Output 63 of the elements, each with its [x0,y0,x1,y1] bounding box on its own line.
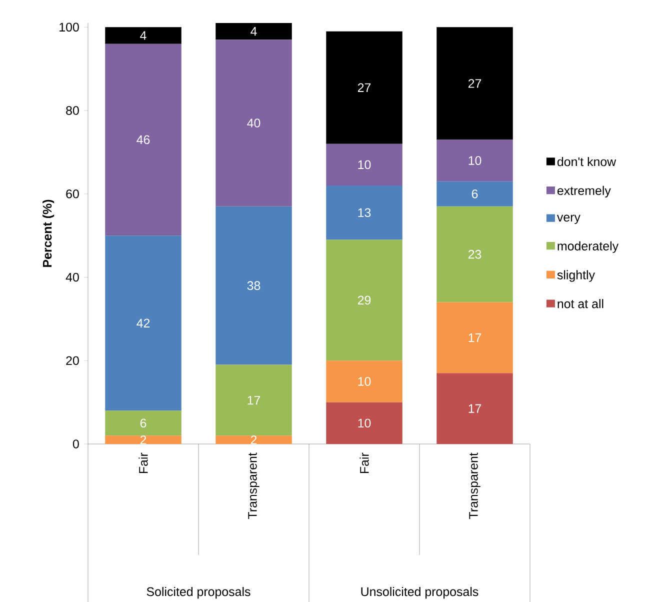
bar [105,27,182,44]
text: Unsolicited proposals [361,586,478,599]
data-label: 46 [136,135,150,144]
data-label: 17 [468,404,482,413]
data-label: 10 [358,418,371,428]
legend-label: very [556,214,580,224]
data-label: 2 [140,435,146,444]
bar [326,186,402,240]
data-label: 10 [358,377,371,386]
y-axis-title: Percent (%) [42,200,54,267]
y-tick-label: 20 [66,356,79,366]
data-label: 17 [468,333,482,342]
data-label: 4 [250,27,257,36]
text: Solicited proposals [146,586,250,599]
x-tick-label: Fair [138,452,148,474]
bar [105,44,182,236]
y-tick-label: 80 [66,106,79,115]
bar [326,402,402,444]
bar [105,436,182,444]
data-label: 23 [468,250,482,259]
bar [216,364,292,436]
bar [216,206,292,365]
bar [326,360,402,402]
legend-label: extremely [557,186,611,198]
legend-label: don't know [557,157,616,166]
x-tick-label: Fair [360,452,369,474]
bar [105,410,182,436]
data-label: 10 [358,160,371,170]
bar [216,40,292,206]
data-label: 4 [140,31,146,40]
data-label: 27 [468,79,482,88]
y-tick-label: 60 [66,189,79,198]
legend-label: not at all [558,299,604,308]
bar [436,27,513,140]
bar [326,144,402,186]
data-label: 2 [250,435,257,444]
data-label: 42 [136,318,150,328]
bar [326,240,402,361]
data-label: 10 [468,156,482,165]
data-label: 6 [140,418,146,428]
legend-label: slightly [557,270,595,282]
x-tick-label: Transparent [469,452,480,519]
data-label: 13 [358,208,371,218]
bar [326,31,402,144]
data-label: 29 [358,296,371,305]
bar [436,181,513,206]
y-tick-label: 0 [72,440,79,448]
data-label: 38 [247,281,260,290]
bar [216,22,292,40]
data-label: 17 [248,396,260,404]
data-label: 27 [358,83,371,92]
bar [436,140,513,182]
y-tick-label: 100 [60,22,79,32]
bar [436,302,513,374]
bar [105,236,182,411]
bar [216,436,292,444]
x-tick-label: Transparent [248,452,260,519]
data-label: 40 [247,118,260,128]
bar [436,373,513,444]
data-label: 6 [472,189,478,198]
legend-label: moderately [558,241,619,253]
y-tick-label: 40 [66,272,79,282]
bar [436,206,513,302]
